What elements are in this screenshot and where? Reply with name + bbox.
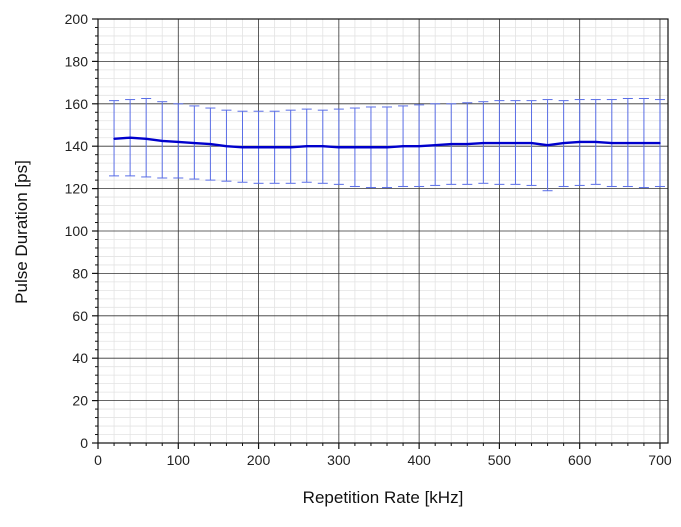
axis-ticks [92, 18, 661, 449]
x-axis-title: Repetition Rate [kHz] [303, 488, 464, 507]
y-tick-label: 120 [65, 181, 89, 197]
y-tick-label: 0 [80, 435, 88, 451]
data-point [209, 143, 212, 145]
data-point [177, 141, 180, 143]
data-point [289, 146, 292, 149]
y-axis-title: Pulse Duration [ps] [12, 160, 31, 304]
data-point [562, 142, 565, 144]
data-point [402, 145, 404, 147]
tick-labels: 0 100 200 300 400 500 600 700 0 20 40 60 80 100 120 140… [65, 11, 672, 468]
data-point [257, 146, 260, 149]
data-point [241, 146, 244, 149]
y-tick-label: 180 [65, 53, 89, 69]
y-tick-label: 80 [72, 265, 88, 281]
data-point [338, 146, 340, 149]
data-point [354, 146, 356, 149]
data-point [386, 146, 388, 149]
y-tick-label: 200 [65, 11, 89, 27]
data-point [273, 146, 276, 149]
x-tick-label: 100 [167, 452, 191, 468]
data-point [450, 143, 453, 145]
y-tick-label: 140 [65, 138, 89, 154]
data-point [161, 140, 164, 142]
y-tick-label: 40 [72, 350, 88, 366]
data-point [129, 136, 131, 139]
data-point [418, 145, 420, 147]
x-tick-label: 0 [94, 452, 102, 468]
y-tick-label: 160 [65, 96, 89, 112]
data-point [627, 142, 629, 144]
data-point [113, 137, 115, 140]
major-grid [98, 19, 668, 443]
x-tick-label: 200 [247, 452, 271, 468]
y-tick-label: 60 [72, 308, 88, 324]
data-point [370, 146, 372, 149]
data-point [193, 142, 196, 144]
data-point [514, 142, 517, 144]
data-point [611, 142, 613, 144]
data-point [498, 142, 501, 144]
data-point [482, 142, 485, 144]
data-point [594, 141, 597, 143]
y-tick-label: 20 [72, 393, 88, 409]
data-point [145, 137, 147, 140]
data-point [321, 145, 324, 147]
data-point [546, 144, 549, 146]
x-tick-label: 400 [407, 452, 431, 468]
data-line-group [113, 136, 661, 149]
x-tick-label: 500 [488, 452, 512, 468]
data-point [659, 142, 661, 144]
x-tick-label: 300 [327, 452, 351, 468]
data-point [643, 142, 645, 144]
data-point [578, 141, 581, 143]
data-point [305, 145, 308, 147]
data-point [434, 144, 436, 146]
data-point [466, 143, 469, 145]
x-tick-label: 600 [568, 452, 592, 468]
y-tick-label: 100 [65, 223, 89, 239]
data-point [225, 145, 228, 147]
x-tick-label: 700 [648, 452, 672, 468]
data-point [530, 142, 533, 144]
